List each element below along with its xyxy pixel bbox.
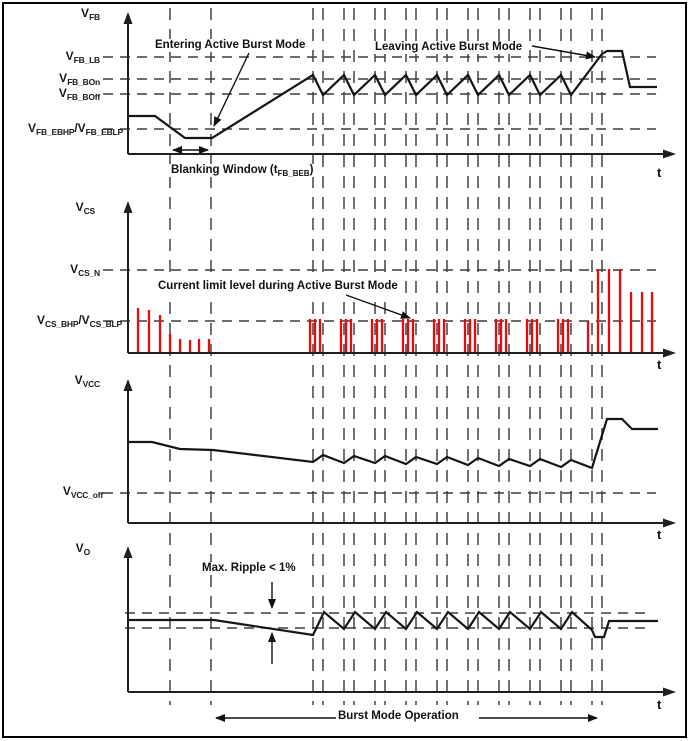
axes-group (123, 12, 676, 697)
vfb-waveform (128, 49, 657, 140)
vcc-axis-label: VVCC (30, 373, 101, 389)
t-label-cs: t (657, 357, 662, 372)
cs-b-label-s2: CS_BLP (89, 319, 123, 329)
vcc-off-label: VVCC_off (23, 484, 103, 500)
annotation-arrow (345, 294, 411, 319)
vo-axis-label: VO (30, 541, 91, 557)
fb-eb-label-m2: /V (74, 121, 86, 135)
x-axis-arrowhead (663, 348, 676, 358)
fb-eb-label-s1: FB_EBHP (36, 127, 75, 137)
cs-b-label: VCS_BHP/VCS_BLP (6, 313, 123, 329)
fb-lb-label-main: V (65, 49, 74, 63)
fb-eb-label-s2: FB_EBLP (85, 127, 124, 137)
fb-boff-label-main: V (58, 86, 67, 100)
fb-axis-label: VFB (30, 6, 100, 22)
entering-burst-annotation: Entering Active Burst Mode (153, 39, 308, 52)
fb-eb-label: VFB_EBHP/VFB_EBLP (4, 121, 124, 137)
cs-n-label-main: V (70, 262, 79, 276)
y-axis-arrowhead (123, 546, 133, 558)
cs-b-label-m1: V (37, 313, 46, 327)
y-axis-arrowhead (123, 379, 133, 391)
fb-lb-label: VFB_LB (20, 49, 101, 65)
annotation-arrows-group (172, 45, 598, 722)
x-axis-arrowhead (663, 687, 676, 697)
blanking-window-sub: FB_BEB (277, 169, 310, 178)
cs-b-label-s1: CS_BHP (45, 319, 79, 329)
gridlines-group (169, 8, 603, 705)
cs-axis-label-main: V (75, 200, 84, 214)
blanking-window-annotation: Blanking Window (tFB_BEB) (169, 164, 316, 178)
annotation-arrow (531, 45, 596, 60)
blanking-window-close: ) (309, 164, 314, 176)
fb-boff-label: VFB_BOff (20, 86, 100, 102)
cs-n-label-sub: CS_N (78, 268, 100, 278)
fb-eb-label-m1: V (28, 121, 37, 135)
vcc-axis-label-sub: VCC (82, 379, 101, 389)
fb-bon-label-main: V (59, 71, 68, 85)
fb-axis-label-sub: FB (89, 12, 100, 22)
burst-mode-operation-annotation: Burst Mode Operation (336, 710, 461, 723)
t-label-vcc: t (657, 527, 662, 542)
max-ripple-annotation: Max. Ripple < 1% (200, 562, 298, 575)
vvcc-waveform (128, 417, 658, 470)
fb-bon-label: VFB_BOn (20, 71, 100, 87)
t-label-fb: t (657, 165, 662, 180)
x-axis-arrowhead (663, 518, 676, 528)
x-axis-arrowhead (663, 149, 676, 159)
blanking-window-text: Blanking Window (t (171, 164, 278, 176)
fb-axis-label-main: V (81, 6, 90, 20)
fb-bon-label-sub: FB_BOn (67, 77, 100, 87)
leaving-burst-annotation: Leaving Active Burst Mode (373, 41, 525, 54)
vo-waveform (128, 610, 658, 639)
current-limit-annotation: Current limit level during Active Burst … (156, 280, 400, 293)
vo-axis-label-main: V (75, 541, 84, 555)
vo-axis-label-sub: O (83, 547, 91, 557)
cs-pulses-group (136, 269, 654, 352)
cs-axis-label-sub: CS (83, 206, 96, 216)
y-axis-arrowhead (123, 12, 133, 24)
vcc-axis-label-main: V (74, 373, 83, 387)
cs-n-label: VCS_N (30, 262, 100, 278)
fb-lb-label-sub: FB_LB (73, 55, 101, 65)
t-label-vo: t (657, 697, 662, 712)
annotation-arrow (213, 52, 250, 127)
waveforms-group (128, 49, 658, 639)
vcc-off-label-sub: VCC_off (70, 490, 103, 500)
cs-axis-label: VCS (25, 200, 96, 216)
fb-boff-label-sub: FB_BOff (66, 92, 100, 102)
cs-b-label-m2: /V (78, 313, 90, 327)
threshold-lines-group (103, 56, 656, 629)
vcc-off-label-main: V (62, 484, 71, 498)
y-axis-arrowhead (123, 201, 133, 213)
